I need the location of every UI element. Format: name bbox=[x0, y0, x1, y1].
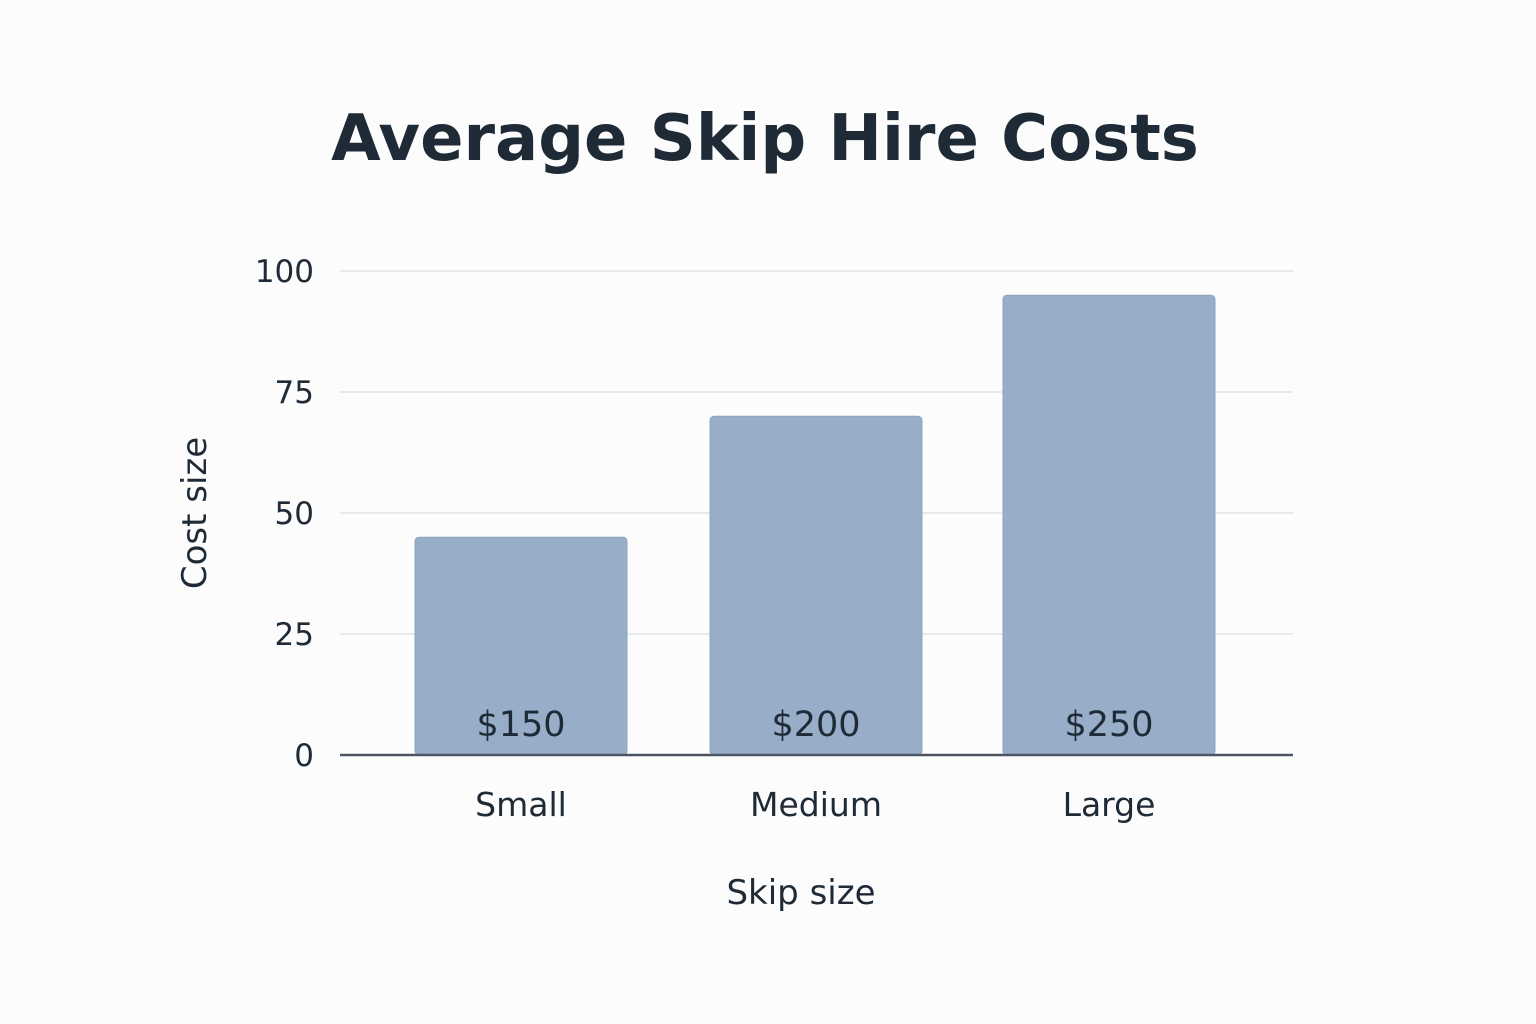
bar-large bbox=[1002, 294, 1216, 756]
bars bbox=[414, 294, 1216, 756]
x-tick-label-small: Small bbox=[475, 785, 567, 824]
x-tick-label-large: Large bbox=[1063, 785, 1156, 824]
y-tick-label-75: 75 bbox=[275, 375, 314, 411]
y-axis-title: Cost size bbox=[175, 437, 215, 589]
x-axis-ticks: Small Medium Large bbox=[475, 785, 1155, 824]
data-label-small: $150 bbox=[476, 705, 565, 745]
x-axis-title: Skip size bbox=[726, 873, 875, 913]
data-label-medium: $200 bbox=[771, 705, 860, 745]
y-tick-label-50: 50 bbox=[275, 496, 314, 532]
data-label-large: $250 bbox=[1064, 705, 1153, 745]
y-tick-label-0: 0 bbox=[294, 738, 314, 774]
y-tick-label-25: 25 bbox=[275, 617, 314, 653]
data-labels: $150 $200 $250 bbox=[476, 705, 1153, 745]
y-axis-ticks: 0 25 50 75 100 bbox=[255, 254, 314, 774]
chart-title: Average Skip Hire Costs bbox=[331, 102, 1199, 176]
x-tick-label-medium: Medium bbox=[750, 785, 882, 824]
y-tick-label-100: 100 bbox=[255, 254, 314, 290]
